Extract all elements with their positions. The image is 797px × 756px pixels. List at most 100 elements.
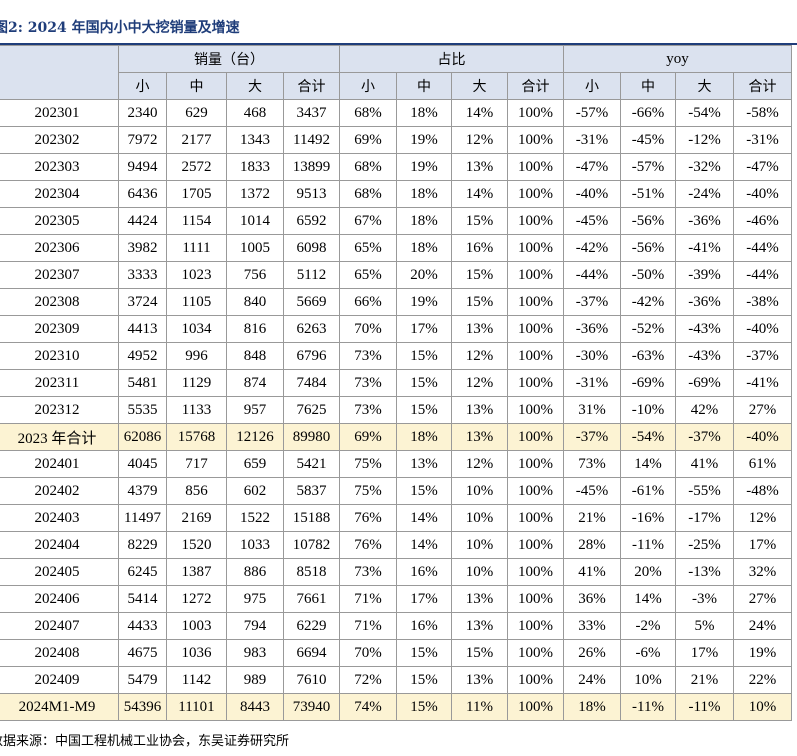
- share-cell: 19%: [396, 288, 452, 316]
- sales-cell: 975: [226, 585, 284, 613]
- sales-cell: 3724: [118, 288, 167, 316]
- summary-row: 2023 年合计 62086 15768 12126 89980 69% 18% 13% 100…: [0, 423, 792, 451]
- yoy-cell: -31%: [733, 126, 792, 154]
- sales-cell: 8443: [226, 693, 284, 721]
- sales-cell: 1833: [226, 153, 284, 181]
- source-note: 数据来源：中国工程机械工业协会，东吴证券研究所: [0, 734, 290, 749]
- header-sales-small: 小: [118, 72, 167, 100]
- share-cell: 15%: [396, 693, 452, 721]
- table-row: 202304 6436 1705 1372 9513 68% 18% 14% 100% -40% -…: [0, 180, 792, 208]
- table-row: 202405 6245 1387 886 8518 73% 16% 10% 100% 41% 20%…: [0, 558, 792, 586]
- share-cell: 19%: [396, 126, 452, 154]
- share-cell: 17%: [396, 315, 452, 343]
- table-row: 202306 3982 1111 1005 6098 65% 18% 16% 100% -42% -…: [0, 234, 792, 262]
- share-cell: 100%: [507, 639, 564, 667]
- share-cell: 67%: [339, 207, 397, 235]
- sales-cell: 4379: [118, 477, 167, 505]
- sales-cell: 1272: [166, 585, 227, 613]
- header-sub-row: 小 中 大 合计 小 中 大 合计 小 中 大 合计: [0, 72, 792, 100]
- header-group-sales: 销量（台）: [118, 45, 340, 73]
- share-cell: 65%: [339, 234, 397, 262]
- share-cell: 13%: [396, 450, 452, 478]
- sales-cell: 13899: [283, 153, 340, 181]
- row-label: 2024M1-M9: [0, 693, 119, 721]
- table-row: 202403 11497 2169 1522 15188 76% 14% 10% 100% 21%…: [0, 504, 792, 532]
- row-label: 202310: [0, 342, 119, 370]
- title-rule: [0, 43, 797, 45]
- sales-cell: 1023: [166, 261, 227, 289]
- yoy-cell: 14%: [620, 585, 676, 613]
- header-share-medium: 中: [396, 72, 452, 100]
- sales-cell: 1111: [166, 234, 227, 262]
- yoy-cell: -58%: [733, 99, 792, 127]
- table-row: 202404 8229 1520 1033 10782 76% 14% 10% 100% 28% -…: [0, 531, 792, 559]
- sales-cell: 957: [226, 396, 284, 424]
- yoy-cell: -32%: [675, 153, 734, 181]
- yoy-cell: -42%: [620, 288, 676, 316]
- sales-cell: 3437: [283, 99, 340, 127]
- sales-cell: 11101: [166, 693, 227, 721]
- yoy-cell: -37%: [563, 288, 621, 316]
- yoy-cell: -56%: [620, 234, 676, 262]
- share-cell: 100%: [507, 450, 564, 478]
- header-yoy-small: 小: [563, 72, 621, 100]
- yoy-cell: -47%: [733, 153, 792, 181]
- yoy-cell: -43%: [675, 315, 734, 343]
- yoy-cell: 10%: [620, 666, 676, 694]
- share-cell: 14%: [396, 531, 452, 559]
- row-label: 202302: [0, 126, 119, 154]
- sales-cell: 6263: [283, 315, 340, 343]
- yoy-cell: -47%: [563, 153, 621, 181]
- yoy-cell: -12%: [675, 126, 734, 154]
- yoy-cell: -6%: [620, 639, 676, 667]
- share-cell: 73%: [339, 342, 397, 370]
- share-cell: 73%: [339, 369, 397, 397]
- yoy-cell: -43%: [675, 342, 734, 370]
- row-label: 202401: [0, 450, 119, 478]
- yoy-cell: 33%: [563, 612, 621, 640]
- yoy-cell: -44%: [563, 261, 621, 289]
- share-cell: 66%: [339, 288, 397, 316]
- sales-cell: 5421: [283, 450, 340, 478]
- yoy-cell: -54%: [675, 99, 734, 127]
- yoy-cell: 21%: [563, 504, 621, 532]
- sales-cell: 1005: [226, 234, 284, 262]
- yoy-cell: -37%: [675, 423, 734, 451]
- sales-cell: 468: [226, 99, 284, 127]
- yoy-cell: -41%: [733, 369, 792, 397]
- share-cell: 68%: [339, 99, 397, 127]
- sales-cell: 10782: [283, 531, 340, 559]
- share-cell: 71%: [339, 585, 397, 613]
- yoy-cell: -30%: [563, 342, 621, 370]
- sales-cell: 6796: [283, 342, 340, 370]
- yoy-cell: -45%: [563, 477, 621, 505]
- yoy-cell: -51%: [620, 180, 676, 208]
- share-cell: 18%: [396, 99, 452, 127]
- sales-cell: 5414: [118, 585, 167, 613]
- sales-cell: 717: [166, 450, 227, 478]
- share-cell: 73%: [339, 396, 397, 424]
- table-row: 202406 5414 1272 975 7661 71% 17% 13% 100% 36% 14%…: [0, 585, 792, 613]
- sales-cell: 15188: [283, 504, 340, 532]
- share-cell: 68%: [339, 153, 397, 181]
- table-row: 202409 5479 1142 989 7610 72% 15% 13% 100% 24% 10%…: [0, 666, 792, 694]
- share-cell: 16%: [451, 234, 508, 262]
- sales-cell: 7661: [283, 585, 340, 613]
- header-share-total: 合计: [507, 72, 564, 100]
- yoy-cell: -40%: [733, 423, 792, 451]
- share-cell: 100%: [507, 126, 564, 154]
- sales-cell: 5112: [283, 261, 340, 289]
- row-label: 202309: [0, 315, 119, 343]
- sales-cell: 5479: [118, 666, 167, 694]
- share-cell: 75%: [339, 450, 397, 478]
- header-group-share: 占比: [339, 45, 564, 73]
- sales-cell: 840: [226, 288, 284, 316]
- yoy-cell: 22%: [733, 666, 792, 694]
- yoy-cell: -52%: [620, 315, 676, 343]
- sales-cell: 1520: [166, 531, 227, 559]
- yoy-cell: -3%: [675, 585, 734, 613]
- share-cell: 72%: [339, 666, 397, 694]
- row-label: 202304: [0, 180, 119, 208]
- share-cell: 100%: [507, 396, 564, 424]
- yoy-cell: 61%: [733, 450, 792, 478]
